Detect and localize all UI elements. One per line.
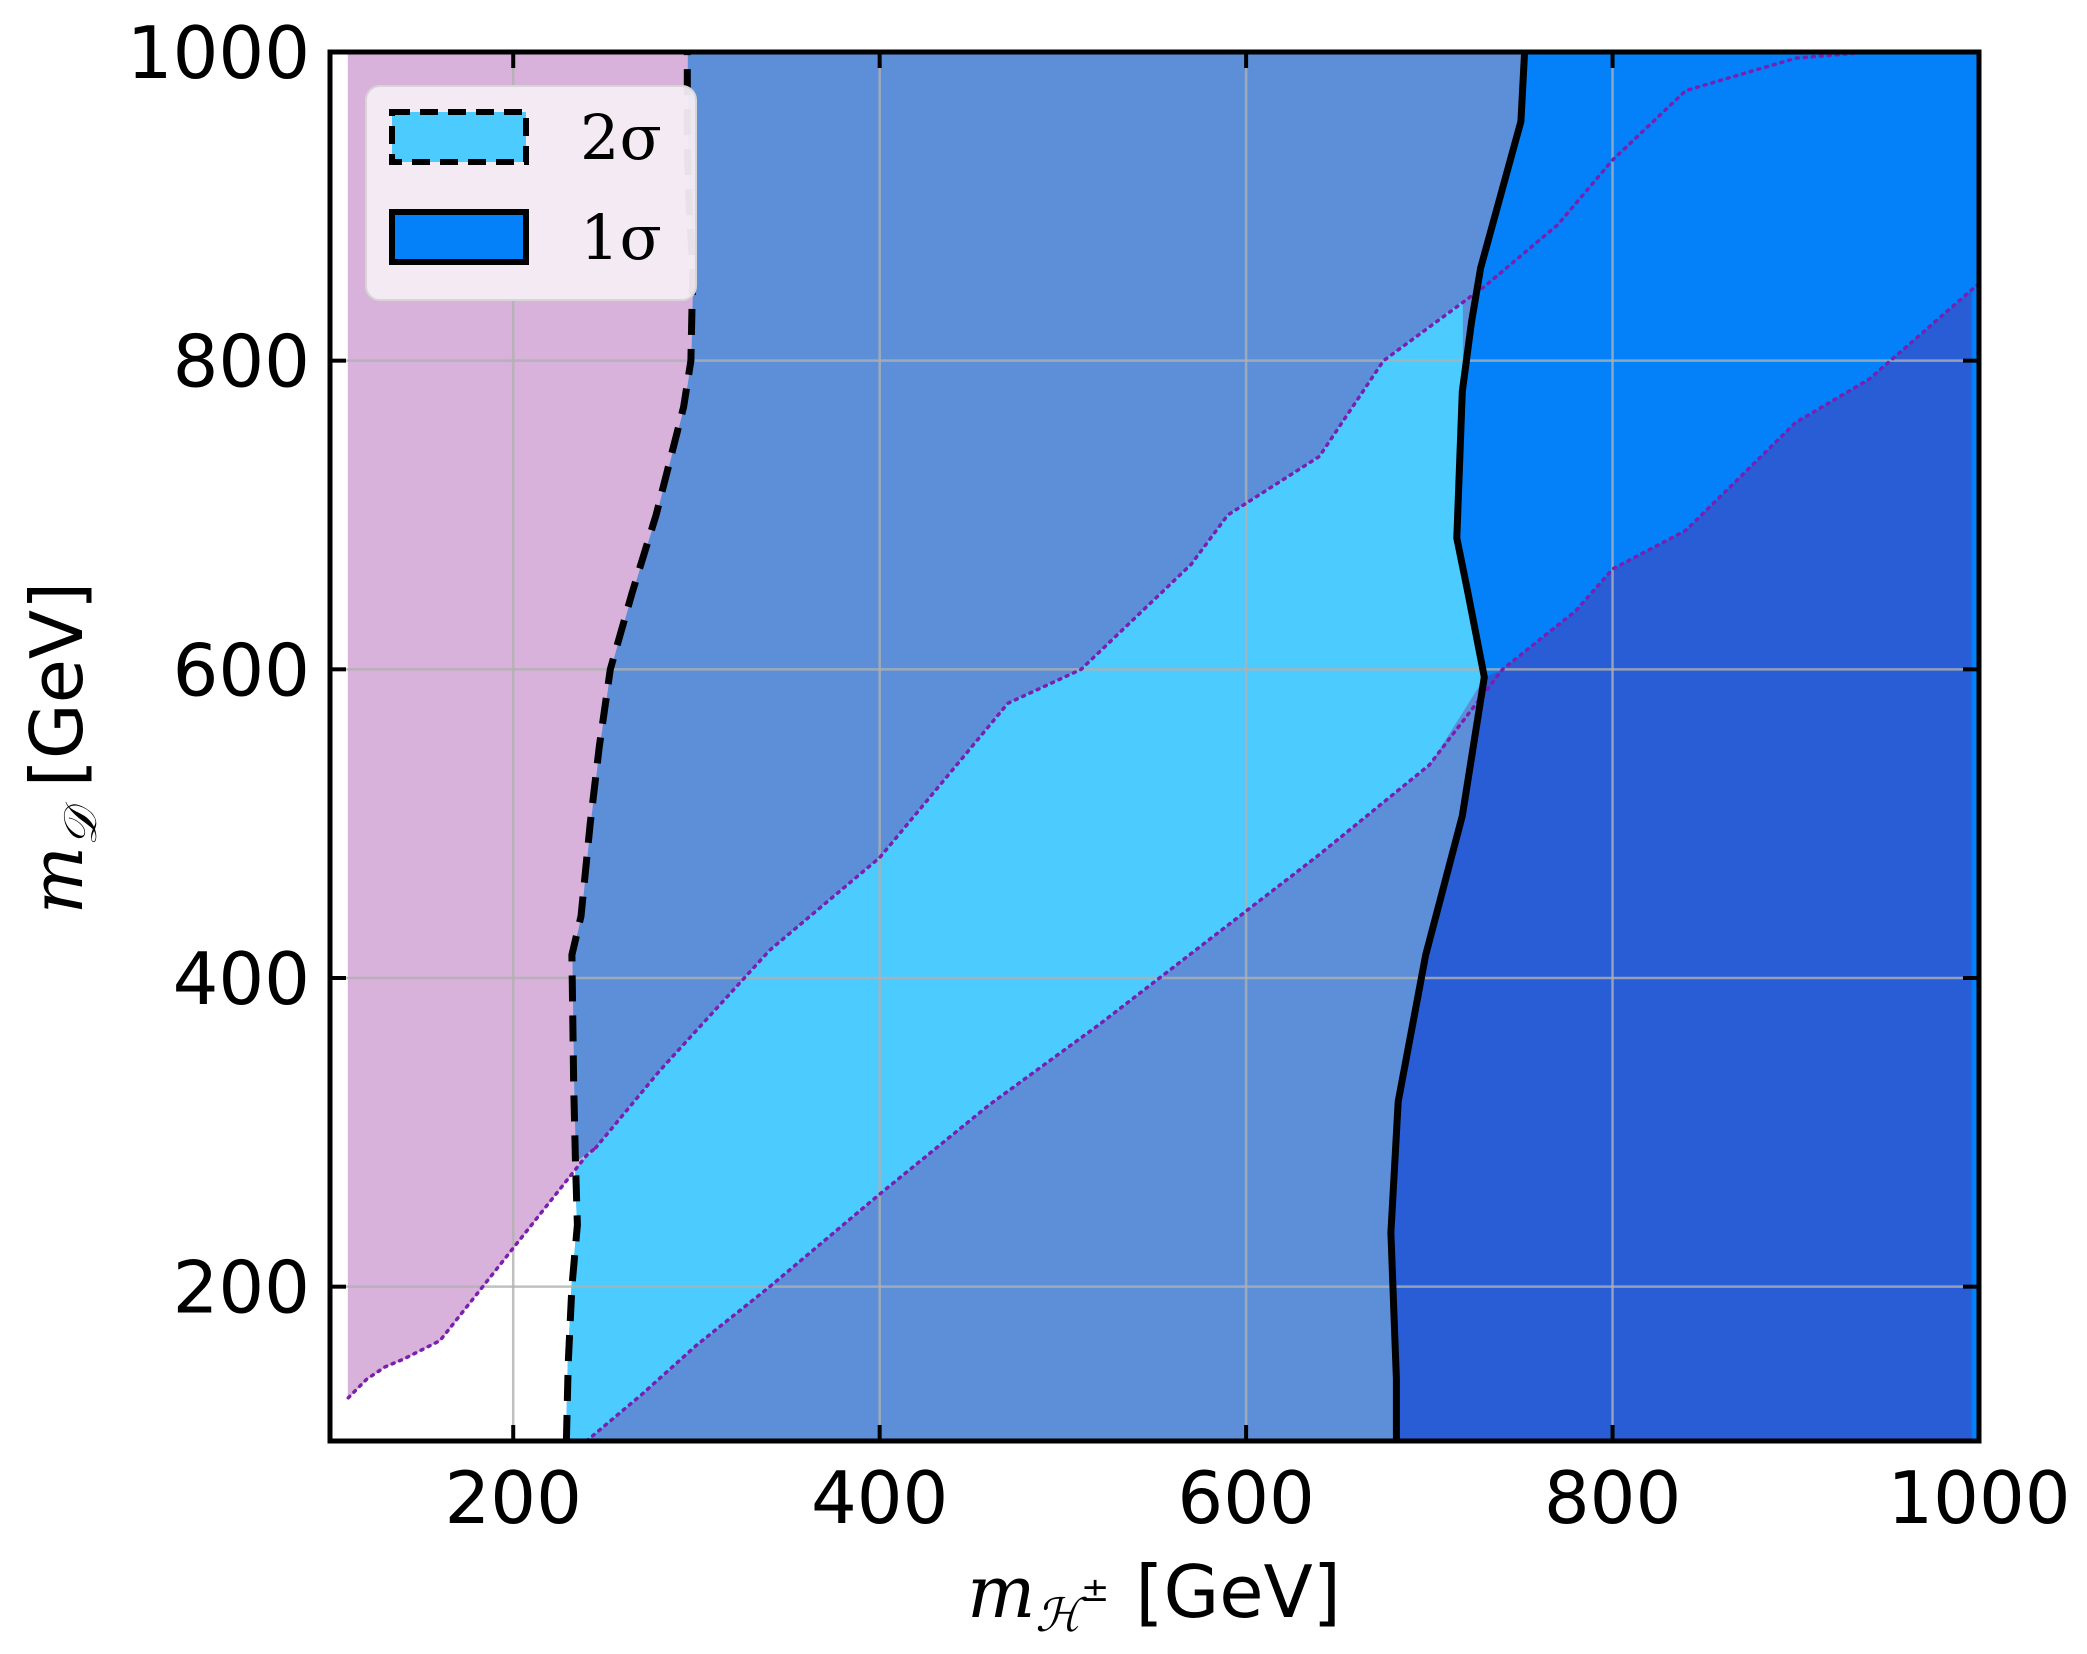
regions-layer (347, 52, 1979, 1441)
x-tick-label-0: 200 (445, 1456, 582, 1540)
x-tick-label-1: 400 (811, 1456, 948, 1540)
x-tick-label-4: 1000 (1887, 1456, 2070, 1540)
plot-frame (327, 49, 1982, 1444)
one-sigma-contour-line (1387, 52, 1529, 1441)
legend-label-2sigma: 2σ (580, 101, 662, 174)
legend: 2σ 1σ (365, 85, 697, 301)
contour-lines-layer (346, 52, 1979, 1441)
x-tick-label-3: 800 (1544, 1456, 1681, 1540)
pink-boundary-dotted-line (346, 1146, 598, 1400)
y-tick-label-3: 800 (173, 320, 310, 404)
x-axis-label: mℋ± [GeV] (967, 1550, 1341, 1642)
right-edge-strip (1971, 52, 1979, 1441)
band-upper-dotted-line (593, 52, 1979, 1150)
grid-layer (330, 52, 1979, 1441)
y-tick-label-2: 600 (173, 628, 310, 712)
y-axis-label: m𝒟[GeV] (15, 582, 107, 915)
y-tick-label-4: 1000 (127, 11, 310, 95)
y-tick-label-0: 200 (173, 1246, 310, 1330)
legend-label-1sigma: 1σ (580, 201, 662, 274)
ticks-layer: 200 400 600 800 1000 200 400 600 800 1000 (127, 11, 2071, 1540)
legend-swatch-1sigma (389, 209, 529, 265)
legend-swatch-2sigma (389, 109, 529, 165)
band-lower-dotted-line (584, 281, 1979, 1441)
y-tick-label-1: 400 (173, 937, 310, 1021)
x-tick-label-2: 600 (1177, 1456, 1314, 1540)
two-sigma-contour-line (562, 52, 697, 1441)
